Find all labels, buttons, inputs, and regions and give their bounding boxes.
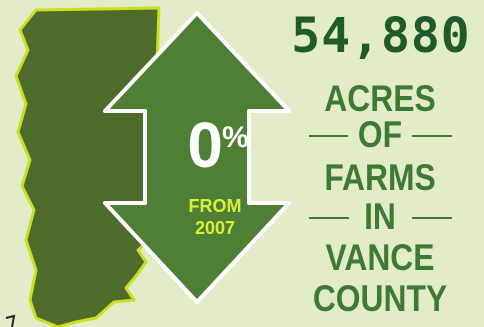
headline-line-acres: ACRES [324, 78, 436, 119]
percent-change: 0% [170, 110, 266, 188]
headline-line-of: OF [357, 114, 403, 155]
rule-right-in [412, 217, 452, 219]
headline-line-in: IN [364, 196, 396, 237]
headline-line-farms: FARMS [324, 157, 436, 198]
rule-left-in [309, 217, 349, 219]
percent-sign: % [221, 121, 249, 154]
rule-left-of [309, 135, 348, 137]
headline-line-vance: VANCE [325, 237, 435, 278]
percent-change-value: 0 [187, 109, 223, 181]
headline-line-county: COUNTY [312, 278, 448, 319]
from-year: 2007 [194, 218, 236, 238]
rule-right-of [412, 135, 452, 137]
double-headed-vertical-arrow-icon [103, 11, 291, 304]
from-label: FROM [188, 196, 242, 216]
acreage-number: 54,880 [291, 8, 471, 64]
